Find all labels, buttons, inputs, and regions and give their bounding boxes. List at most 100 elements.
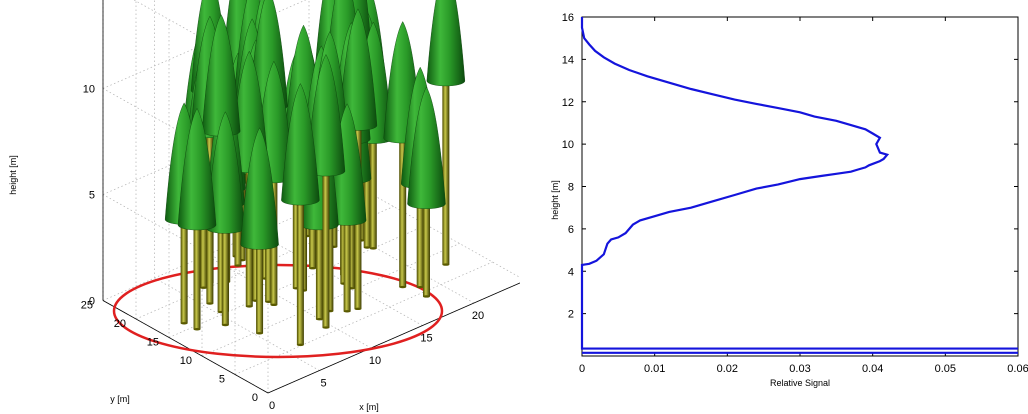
z-tick-label: 5 <box>89 190 95 202</box>
tree <box>407 86 446 298</box>
tree <box>281 83 320 347</box>
tree <box>426 0 466 266</box>
tree-crown <box>206 111 245 234</box>
trunk-base <box>296 343 304 347</box>
tree-crown <box>201 14 241 137</box>
y-tick-label: 8 <box>568 182 574 194</box>
tree <box>206 111 245 327</box>
trunk-base <box>416 286 424 289</box>
y-axis-label: y [m] <box>110 394 130 404</box>
tree-crown <box>306 54 346 177</box>
tree-trunk <box>322 171 330 328</box>
y-tick-label: 5 <box>219 374 225 386</box>
tree-trunk <box>326 148 334 312</box>
trunk-base <box>206 302 214 305</box>
trunk-base <box>442 263 450 266</box>
z-tick-label: 0 <box>89 296 95 308</box>
x-tick-label: 0.06 <box>1007 363 1028 375</box>
trunk-base <box>234 264 242 267</box>
tree-crown <box>407 86 446 209</box>
tree-trunk <box>363 128 371 248</box>
trunk-base <box>221 323 229 327</box>
floor-grid-line <box>234 261 493 375</box>
trunk-base <box>363 246 371 249</box>
tree-trunk <box>416 183 424 288</box>
y-tick-label: 2 <box>568 309 574 321</box>
z-tick-label: 10 <box>83 84 95 96</box>
trunk-base <box>315 318 323 321</box>
tree-trunk <box>256 244 264 334</box>
x-tick-label: 15 <box>420 333 432 345</box>
trunk-base <box>245 305 253 308</box>
y-tick-label: 15 <box>147 337 159 349</box>
z-axis-label: height [m] <box>8 155 18 195</box>
x-tick-label: 5 <box>320 378 326 390</box>
trunk-base <box>369 247 377 250</box>
tree-trunk <box>296 200 304 345</box>
y-tick-label: 12 <box>562 97 574 109</box>
y-tick-label: 20 <box>114 318 126 330</box>
floor-grid-line <box>102 187 361 301</box>
x-axis-line <box>267 282 520 394</box>
trunk-base <box>200 286 208 289</box>
tree-trunk <box>422 203 430 297</box>
trunk-base <box>399 285 407 289</box>
x-tick-label: 0.01 <box>644 363 665 375</box>
y-tick-label: 16 <box>562 12 574 24</box>
y-tick-label: 14 <box>562 54 574 66</box>
x-tick-label: 20 <box>472 310 484 322</box>
x-tick-label: 0 <box>579 363 585 375</box>
y-axis-line <box>102 300 269 394</box>
x-tick-label: 0.03 <box>789 363 810 375</box>
tick-marks <box>581 16 1019 356</box>
y-tick-label: 10 <box>562 139 574 151</box>
tree-trunk <box>180 219 188 324</box>
plot-boundary-circle <box>112 263 444 359</box>
tree-trunk <box>292 168 300 289</box>
trunk-base <box>343 310 351 313</box>
tree-trunk <box>442 80 450 265</box>
trees <box>164 0 466 347</box>
y-tick-label: 25 <box>81 300 93 312</box>
y-tick-label: 0 <box>252 392 258 404</box>
trunk-base <box>270 303 278 307</box>
trunk-base <box>422 295 430 298</box>
plot-frame <box>581 16 1019 357</box>
tree-trunk <box>315 224 323 320</box>
trunk-base <box>265 300 273 304</box>
trunk-base <box>309 267 317 270</box>
tree <box>306 54 346 329</box>
forest-3d-chart: 05101520250510152025051015 height [m] y … <box>8 0 520 413</box>
tree-trunk <box>399 138 407 288</box>
3d-axes <box>102 0 520 394</box>
tick-labels: 0 0.01 0.02 0.03 0.04 0.05 0.06 2 4 6 8 10 12 14 16 <box>562 12 1028 375</box>
x-tick-label: 0.05 <box>935 363 956 375</box>
x-axis-label: Relative Signal <box>770 378 830 388</box>
x-axis-label: x [m] <box>359 402 379 412</box>
trunk-base <box>180 322 188 325</box>
tree-crown <box>426 0 466 87</box>
y-axis-label: height [m] <box>550 180 560 220</box>
trunk-base <box>322 326 330 329</box>
tree-trunk <box>343 220 351 312</box>
tree-trunk <box>193 225 201 330</box>
x-tick-label: 0.04 <box>862 363 883 375</box>
x-tick-label: 0.02 <box>717 363 738 375</box>
x-tick-label: 0 <box>269 400 275 412</box>
tree-crown <box>177 108 217 231</box>
tree <box>240 127 279 335</box>
trunk-base <box>193 328 201 331</box>
y-tick-label: 4 <box>568 266 574 278</box>
y-tick-label: 6 <box>568 224 574 236</box>
tree-trunk <box>369 138 377 249</box>
tree-crown <box>281 83 320 206</box>
tree-trunk <box>221 228 229 325</box>
3d-tick-labels: 05101520250510152025051015 <box>81 84 484 413</box>
tree-trunk <box>309 193 317 269</box>
trunk-base <box>256 332 264 335</box>
x-tick-label: 10 <box>369 355 381 367</box>
tree-crown <box>240 127 279 250</box>
trunk-base <box>354 307 362 311</box>
tree <box>177 108 217 331</box>
